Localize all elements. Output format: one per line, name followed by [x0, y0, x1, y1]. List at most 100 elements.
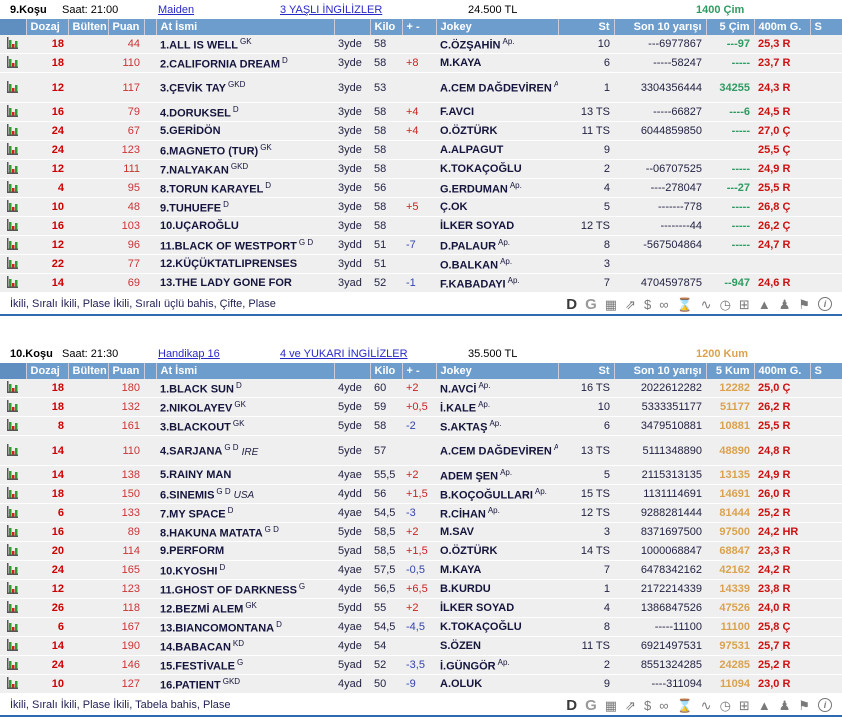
form-chart-icon[interactable] [0, 159, 26, 179]
form-chart-icon[interactable] [0, 102, 26, 122]
clock-icon[interactable]: ◷ [719, 296, 731, 312]
horse-name[interactable]: 1.BLACK SUN D [156, 379, 334, 398]
horse-name[interactable]: 5.GERİDÖN [156, 121, 334, 141]
calculator-icon[interactable]: ⊞ [738, 697, 750, 713]
jockey-name[interactable]: A.CEM DAĞDEVİRENAp. [436, 72, 558, 103]
probables-icon[interactable]: ▦ [604, 697, 618, 713]
form-chart-icon[interactable] [0, 435, 26, 466]
form-chart-icon[interactable] [0, 72, 26, 103]
form-chart-icon[interactable] [0, 598, 26, 618]
horse-name[interactable]: 13.BIANCOMONTANA D [156, 617, 334, 637]
binoculars-icon[interactable]: ∞ [659, 296, 669, 312]
jockey-name[interactable]: İLKER SOYAD [436, 598, 558, 618]
form-chart-icon[interactable] [0, 178, 26, 198]
horse-name[interactable]: 6.MAGNETO (TUR) GK [156, 140, 334, 160]
horse-name[interactable]: 7.MY SPACE D [156, 503, 334, 523]
form-chart-icon[interactable] [0, 216, 26, 236]
form-chart-icon[interactable] [0, 35, 26, 54]
horse-name[interactable]: 4.SARJANA G D IRE [156, 435, 334, 466]
horse-name[interactable]: 11.BLACK OF WESTPORT G D [156, 235, 334, 255]
chart-line-icon[interactable]: ∿ [700, 697, 712, 713]
jockey-name[interactable]: K.TOKAÇOĞLU [436, 159, 558, 179]
letter-g-icon[interactable]: G [585, 295, 597, 313]
form-chart-icon[interactable] [0, 121, 26, 141]
jockey-name[interactable]: A.ALPAGUT [436, 140, 558, 160]
probables-icon[interactable]: ▦ [604, 296, 618, 312]
jockey-name[interactable]: D.PALAUR Ap. [436, 235, 558, 255]
horse-name[interactable]: 16.PATIENT GKD [156, 674, 334, 694]
horse-name[interactable]: 10.UÇAROĞLU [156, 216, 334, 236]
horse-name[interactable]: 8.TORUN KARAYEL D [156, 178, 334, 198]
jockey-name[interactable]: O.ÖZTÜRK [436, 541, 558, 561]
form-chart-icon[interactable] [0, 522, 26, 542]
jockey-name[interactable]: ADEM ŞEN Ap. [436, 465, 558, 485]
jockey-name[interactable]: R.CİHAN Ap. [436, 503, 558, 523]
horse-name[interactable]: 2.NIKOLAYEV GK [156, 397, 334, 417]
hills-icon[interactable]: ▲ [757, 296, 771, 312]
horse-name[interactable]: 3.ÇEVİK TAY GKD [156, 72, 334, 103]
race-type-link[interactable]: Maiden [158, 4, 195, 16]
form-chart-icon[interactable] [0, 273, 26, 293]
jockey-name[interactable]: İ.GÜNGÖR Ap. [436, 655, 558, 675]
jockey-name[interactable]: M.SAV [436, 522, 558, 542]
jockey-name[interactable]: M.KAYA [436, 53, 558, 73]
horse-name[interactable]: 3.BLACKOUT GK [156, 416, 334, 436]
form-chart-icon[interactable] [0, 53, 26, 73]
jockey-name[interactable]: M.KAYA [436, 560, 558, 580]
jockey-name[interactable]: K.TOKAÇOĞLU [436, 617, 558, 637]
jockey-name[interactable]: A.CEM DAĞDEVİRENAp. [436, 435, 558, 466]
letter-d-icon[interactable]: D [566, 295, 578, 313]
clock-icon[interactable]: ◷ [719, 697, 731, 713]
jockey-name[interactable]: İ.KALE Ap. [436, 397, 558, 417]
horse-name[interactable]: 12.BEZMİ ALEM GK [156, 598, 334, 618]
crowd-icon[interactable]: ♟ [778, 296, 791, 312]
horse-name[interactable]: 5.RAINY MAN [156, 465, 334, 485]
info-icon[interactable]: i [818, 297, 832, 311]
form-chart-icon[interactable] [0, 465, 26, 485]
letter-d-icon[interactable]: D [566, 696, 578, 714]
dollar-icon[interactable]: $ [643, 296, 652, 312]
jockey-name[interactable]: O.BALKAN Ap. [436, 254, 558, 274]
hills-icon[interactable]: ▲ [757, 697, 771, 713]
race-type-link[interactable]: Handikap 16 [158, 348, 220, 360]
form-chart-icon[interactable] [0, 541, 26, 561]
crowd-icon[interactable]: ♟ [778, 697, 791, 713]
jockey-name[interactable]: B.KOÇOĞULLARI Ap. [436, 484, 558, 504]
form-chart-icon[interactable] [0, 503, 26, 523]
agf-trend-icon[interactable]: ⇗ [625, 296, 636, 312]
horse-name[interactable]: 15.FESTİVALE G [156, 655, 334, 675]
horse-name[interactable]: 9.TUHUEFE D [156, 197, 334, 217]
horse-name[interactable]: 8.HAKUNA MATATA G D [156, 522, 334, 542]
form-chart-icon[interactable] [0, 484, 26, 504]
jockey-name[interactable]: A.OLUK [436, 674, 558, 694]
jockey-name[interactable]: F.KABADAYI Ap. [436, 273, 558, 293]
calculator-icon[interactable]: ⊞ [738, 296, 750, 312]
jockey-name[interactable]: C.ÖZŞAHİN Ap. [436, 35, 558, 54]
chart-line-icon[interactable]: ∿ [700, 296, 712, 312]
form-chart-icon[interactable] [0, 617, 26, 637]
form-chart-icon[interactable] [0, 254, 26, 274]
jockey-name[interactable]: Ç.OK [436, 197, 558, 217]
jockey-name[interactable]: G.ERDUMAN Ap. [436, 178, 558, 198]
horse-name[interactable]: 11.GHOST OF DARKNESS G [156, 579, 334, 599]
form-chart-icon[interactable] [0, 197, 26, 217]
form-chart-icon[interactable] [0, 397, 26, 417]
jockey-name[interactable]: İLKER SOYAD [436, 216, 558, 236]
photo-finish-icon[interactable]: ⚑ [798, 296, 810, 312]
jockey-name[interactable]: F.AVCI [436, 102, 558, 122]
form-chart-icon[interactable] [0, 140, 26, 160]
form-chart-icon[interactable] [0, 579, 26, 599]
hourglass-icon[interactable]: ⌛ [676, 296, 693, 312]
jockey-name[interactable]: B.KURDU [436, 579, 558, 599]
race-group-link[interactable]: 4 ve YUKARI İNGİLİZLER [280, 348, 408, 360]
horse-name[interactable]: 13.THE LADY GONE FOR [156, 273, 334, 293]
form-chart-icon[interactable] [0, 636, 26, 656]
horse-name[interactable]: 12.KÜÇÜKTATLIPRENSES [156, 254, 334, 274]
horse-name[interactable]: 14.BABACAN KD [156, 636, 334, 656]
jockey-name[interactable]: S.ÖZEN [436, 636, 558, 656]
jockey-name[interactable]: S.AKTAŞ Ap. [436, 416, 558, 436]
form-chart-icon[interactable] [0, 674, 26, 694]
dollar-icon[interactable]: $ [643, 697, 652, 713]
horse-name[interactable]: 4.DORUKSEL D [156, 102, 334, 122]
hourglass-icon[interactable]: ⌛ [676, 697, 693, 713]
